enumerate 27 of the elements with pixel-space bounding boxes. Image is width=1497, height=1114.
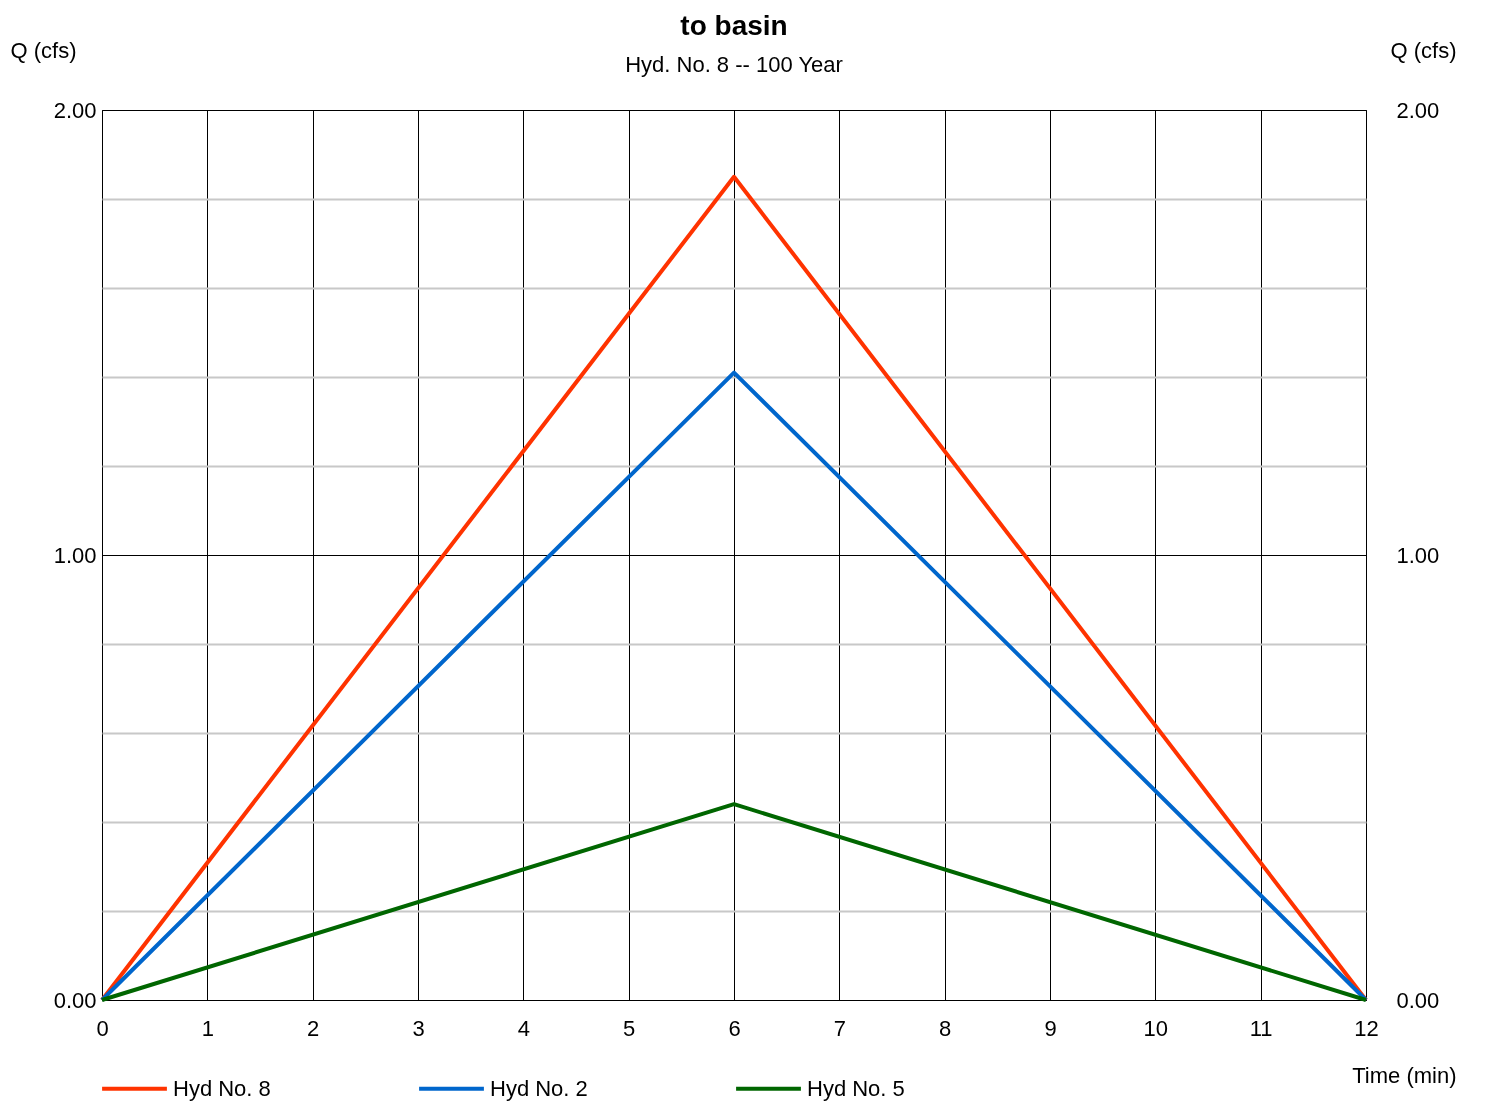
x-tick-label: 1 [201, 1015, 214, 1041]
legend-label: Hyd No. 2 [490, 1075, 588, 1101]
y-axis-title: Q (cfs) [10, 37, 77, 63]
x-tick-label: 9 [1044, 1015, 1057, 1041]
x-tick-label: 6 [728, 1015, 741, 1041]
y2-tick-label: 2.00 [1396, 97, 1440, 123]
y-tick-label: 2.00 [53, 97, 97, 123]
x-tick-label: 0 [96, 1015, 109, 1041]
x-tick-label: 2 [307, 1015, 320, 1041]
x-tick-label: 11 [1249, 1015, 1273, 1041]
y2-tick-label: 1.00 [1396, 542, 1440, 568]
x-tick-label: 3 [412, 1015, 425, 1041]
y-tick-label: 0.00 [53, 987, 97, 1013]
x-tick-label: 12 [1354, 1015, 1379, 1041]
x-axis-title: Time (min) [1352, 1062, 1457, 1088]
y2-tick-label: 0.00 [1396, 987, 1440, 1013]
legend-label: Hyd No. 8 [173, 1075, 271, 1101]
chart-subtitle: Hyd. No. 8 -- 100 Year [625, 52, 843, 77]
y2-axis-title: Q (cfs) [1390, 37, 1457, 63]
x-tick-label: 4 [517, 1015, 530, 1041]
x-tick-label: 8 [939, 1015, 952, 1041]
x-tick-label: 5 [623, 1015, 636, 1041]
y-tick-label: 1.00 [53, 542, 97, 568]
x-tick-label: 7 [833, 1015, 846, 1041]
legend-label: Hyd No. 5 [807, 1075, 905, 1101]
x-tick-label: 10 [1143, 1015, 1169, 1041]
chart-title: to basin [680, 10, 788, 41]
